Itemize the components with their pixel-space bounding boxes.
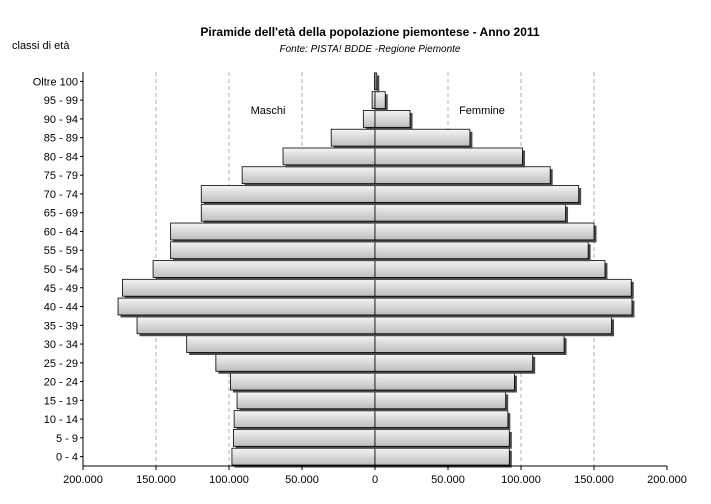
bar-maschi-3 <box>236 391 376 410</box>
bar-maschi-1 <box>232 429 376 447</box>
bar-femmine-0 <box>374 447 510 466</box>
bar-femmine-10 <box>374 260 606 278</box>
bar-femmine-19 <box>374 91 386 109</box>
bar-maschi-15 <box>241 166 376 185</box>
bar-femmine-1 <box>374 429 510 447</box>
bar-maschi-13 <box>200 203 376 222</box>
bar-maschi-9 <box>122 278 376 297</box>
y-tick-labels: 0 - 4 5 - 9 10 - 14 15 - 19 20 - 24 25 - 29 30… <box>33 76 83 464</box>
bar-femmine-7 <box>374 316 612 335</box>
x-tick-label: 0 <box>372 474 378 486</box>
y-tick-label: 80 - 84 <box>44 151 78 163</box>
bar-maschi-14 <box>200 185 376 203</box>
x-tick-label: 200.000 <box>647 474 687 486</box>
chart-subtitle: Fonte: PISTA! BDDE -Regione Piemonte <box>279 44 460 55</box>
bar-maschi-17 <box>330 128 376 147</box>
bar-maschi-19 <box>371 91 376 109</box>
y-tick-label: 85 - 89 <box>44 133 78 145</box>
bar-femmine-8 <box>374 297 633 316</box>
bar-femmine-15 <box>374 166 551 185</box>
bar-femmine-5 <box>374 353 534 372</box>
y-tick-label: 45 - 49 <box>44 283 78 295</box>
bar-maschi-0 <box>231 447 376 466</box>
x-tick-label: 50.000 <box>431 474 465 486</box>
y-tick-label: Oltre 100 <box>33 76 78 88</box>
bars-group <box>117 72 635 468</box>
bar-femmine-14 <box>374 185 580 203</box>
y-tick-label: 35 - 39 <box>44 320 78 332</box>
y-tick-label: 15 - 19 <box>44 395 78 407</box>
x-tick-label: 150.000 <box>136 474 176 486</box>
bar-femmine-9 <box>374 278 632 297</box>
bar-maschi-6 <box>186 335 376 353</box>
bar-maschi-2 <box>233 410 376 428</box>
y-tick-label: 60 - 64 <box>44 226 78 238</box>
bar-maschi-7 <box>136 316 376 335</box>
chart-title: Piramide dell'età della popolazione piem… <box>200 25 539 39</box>
bar-shadow <box>377 75 380 93</box>
y-tick-label: 90 - 94 <box>44 114 78 126</box>
left-side-label: Maschi <box>251 105 286 117</box>
y-tick-label: 50 - 54 <box>44 264 78 276</box>
y-tick-label: 25 - 29 <box>44 358 78 370</box>
bar-femmine-2 <box>374 410 509 428</box>
y-tick-label: 40 - 44 <box>44 302 78 314</box>
x-tick-labels: 200.000 150.000 100.000 50.000 0 50.000 100.00… <box>63 466 687 486</box>
y-tick-label: 30 - 34 <box>44 339 78 351</box>
y-tick-label: 65 - 69 <box>44 208 78 220</box>
bar-femmine-20 <box>374 72 378 91</box>
bar-femmine-18 <box>374 110 411 128</box>
bar-maschi-4 <box>230 372 376 391</box>
bar-maschi-5 <box>215 353 376 372</box>
x-tick-label: 50.000 <box>285 474 319 486</box>
x-tick-label: 200.000 <box>63 474 103 486</box>
y-axis-title: classi di età <box>12 40 70 52</box>
x-tick-label: 100.000 <box>209 474 249 486</box>
bar-maschi-8 <box>117 297 376 316</box>
bar-maschi-12 <box>170 222 376 241</box>
bar-femmine-3 <box>374 391 507 410</box>
bar-maschi-18 <box>362 110 376 128</box>
bar-femmine-13 <box>374 203 566 222</box>
bar-femmine-11 <box>374 241 589 260</box>
y-tick-label: 0 - 4 <box>56 452 78 464</box>
bar-maschi-10 <box>152 260 376 278</box>
y-tick-label: 70 - 74 <box>44 189 78 201</box>
y-tick-label: 55 - 59 <box>44 245 78 257</box>
y-tick-label: 10 - 14 <box>44 414 78 426</box>
y-tick-label: 75 - 79 <box>44 170 78 182</box>
bar-femmine-6 <box>374 335 565 353</box>
bar-femmine-16 <box>374 147 523 166</box>
bar-maschi-11 <box>170 241 376 260</box>
bar-femmine-12 <box>374 222 595 241</box>
y-tick-label: 5 - 9 <box>56 433 78 445</box>
bar-maschi-16 <box>282 147 376 166</box>
x-tick-label: 150.000 <box>574 474 614 486</box>
bar-femmine-4 <box>374 372 515 391</box>
y-tick-label: 20 - 24 <box>44 377 78 389</box>
bar-femmine-17 <box>374 128 471 147</box>
x-tick-label: 100.000 <box>501 474 541 486</box>
y-tick-label: 95 - 99 <box>44 95 78 107</box>
right-side-label: Femmine <box>459 105 505 117</box>
